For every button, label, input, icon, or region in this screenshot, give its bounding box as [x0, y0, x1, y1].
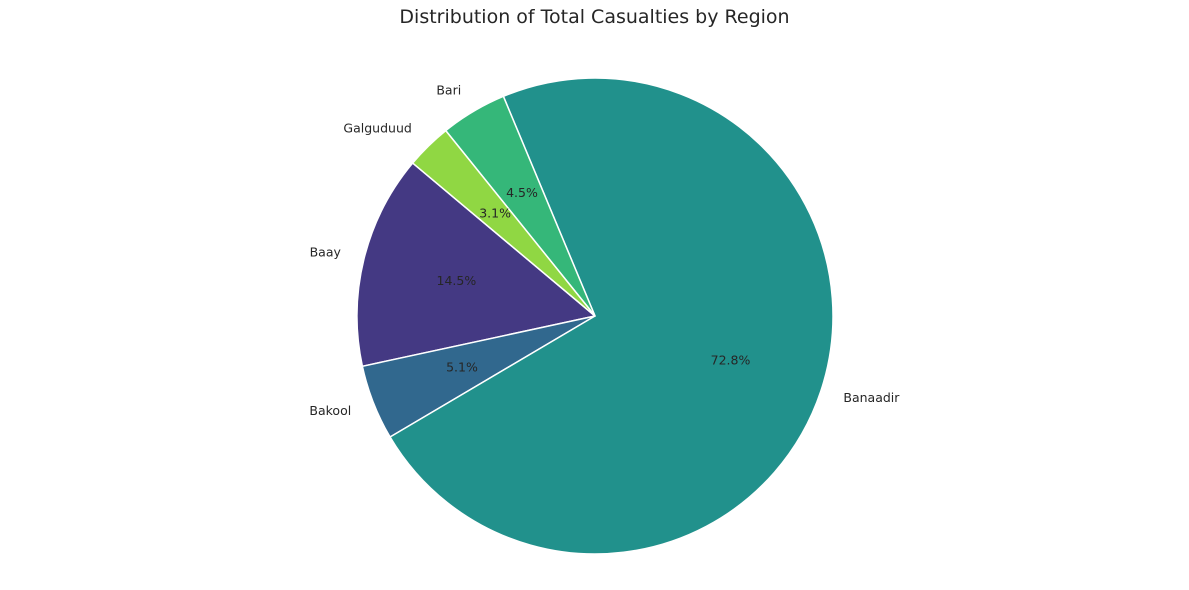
- chart-title: Distribution of Total Casualties by Regi…: [399, 6, 790, 28]
- slice-label-galguduud: Galguduud: [343, 121, 411, 136]
- pie-labels: Baay 14.5% Bakool 5.1% Banaadir 72.8% Bari 4.5%…: [309, 83, 900, 418]
- slice-pct-banaadir: 72.8%: [711, 353, 751, 368]
- pie-slice-galguduud: [411, 129, 596, 317]
- slice-label-bari: Bari: [436, 83, 461, 98]
- pie-slice-banaadir: [389, 77, 834, 555]
- slice-pct-bari: 4.5%: [506, 185, 538, 200]
- slice-label-bakool: Bakool: [309, 403, 351, 418]
- pie-slices: [356, 77, 834, 555]
- pie-slice-baay: [356, 162, 596, 368]
- slice-pct-galguduud: 3.1%: [479, 206, 511, 221]
- slice-label-baay: Baay: [310, 245, 342, 260]
- slice-label-banaadir: Banaadir: [843, 390, 900, 405]
- slice-pct-baay: 14.5%: [437, 273, 477, 288]
- slice-pct-bakool: 5.1%: [446, 360, 478, 375]
